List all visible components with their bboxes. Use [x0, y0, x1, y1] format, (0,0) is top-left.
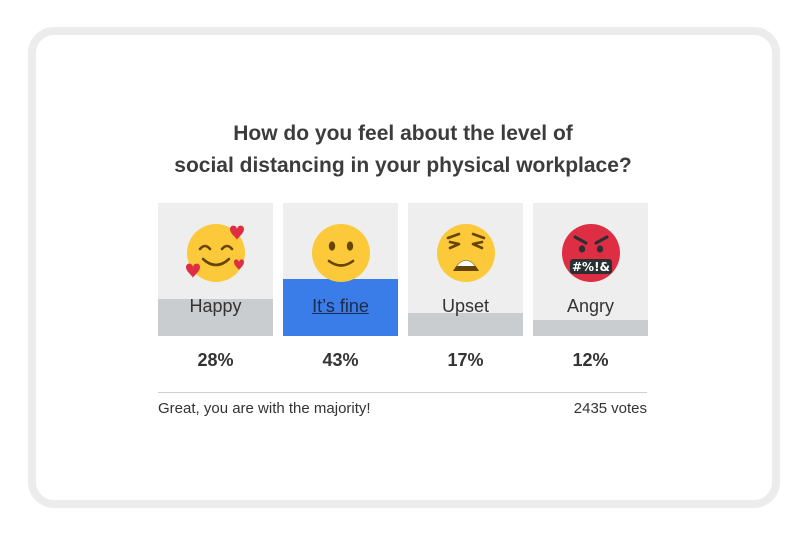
result-message: Great, you are with the majority!: [158, 400, 371, 417]
option-label: Happy: [189, 296, 242, 316]
slightly-smiling-face-icon: [312, 224, 370, 282]
option-upset[interactable]: Upset: [408, 203, 523, 336]
result-bar-angry: [533, 320, 648, 336]
poll-question-line-2: social distancing in your physical workp…: [174, 154, 632, 177]
option-percent-happy: 28%: [197, 350, 234, 370]
divider: [158, 392, 647, 393]
vote-count: 2435: [573, 400, 608, 417]
option-happy[interactable]: Happy: [158, 203, 273, 336]
smiling-face-with-hearts-icon: [186, 224, 245, 282]
option-label: Angry: [566, 296, 615, 316]
option-label: Upset: [441, 296, 490, 316]
option-percent-its-fine: 43%: [322, 350, 359, 370]
option-label: It’s fine: [312, 296, 369, 316]
weary-face-icon: [437, 224, 495, 282]
poll-card: [28, 27, 780, 508]
option-percent-angry: 12%: [572, 350, 609, 370]
angry-symbols: #%!&: [572, 260, 610, 274]
poll-question-line-1: How do you feel about the level of: [233, 122, 573, 145]
poll-question: How do you feel about the level of socia…: [0, 118, 806, 182]
option-its-fine[interactable]: It’s fine: [283, 203, 398, 336]
vote-unit: votes: [611, 400, 647, 417]
result-bar-happy: [158, 299, 273, 336]
result-bar-upset: [408, 313, 523, 336]
option-angry[interactable]: #%!& Angry: [533, 203, 648, 336]
face-with-symbols-on-mouth-icon: #%!&: [562, 224, 620, 282]
result-bar-its-fine: [283, 279, 398, 336]
option-percent-upset: 17%: [447, 350, 484, 370]
vote-total: 2435 votes: [574, 400, 647, 417]
